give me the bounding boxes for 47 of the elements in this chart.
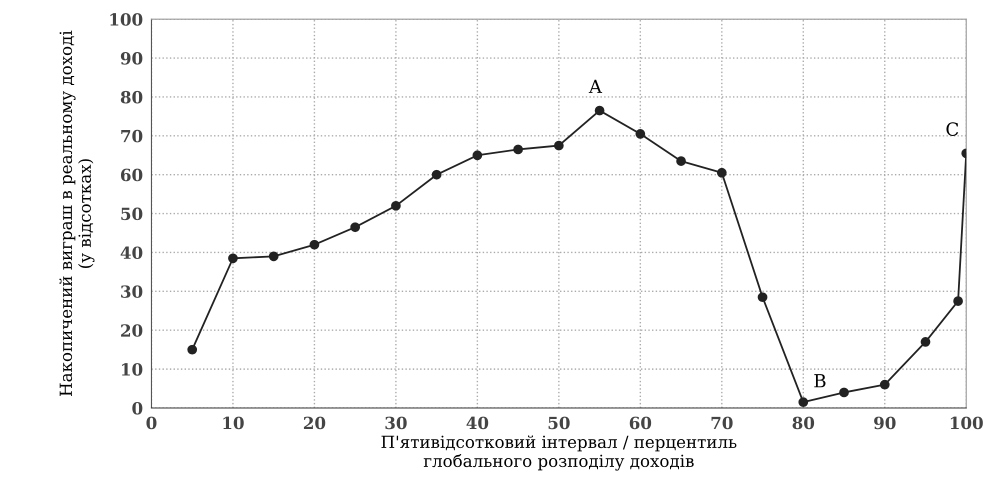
y-tick-label: 90 [120, 52, 142, 65]
x-tick-label: 90 [874, 416, 896, 430]
point [716, 168, 727, 178]
point [953, 296, 963, 306]
annotation: A [588, 80, 602, 93]
point [758, 292, 768, 302]
point [472, 150, 482, 160]
point [920, 337, 930, 347]
x-tick-label: 20 [304, 416, 326, 430]
x-tick-label: 50 [548, 416, 570, 430]
point [187, 344, 198, 355]
y-tick-label: 20 [121, 324, 142, 337]
x-tick-label: 10 [223, 416, 244, 430]
point [350, 222, 360, 232]
x-tick-label: 40 [466, 416, 488, 430]
x-tick-label: 70 [712, 416, 733, 430]
point [554, 140, 564, 150]
x-tick-label: 60 [630, 416, 652, 430]
point [798, 397, 808, 408]
annotation: C [946, 122, 958, 136]
x-tick-label: 30 [385, 416, 407, 430]
point [228, 253, 238, 264]
point [432, 170, 442, 180]
x-tick-label: 100 [950, 416, 983, 430]
point [391, 200, 401, 211]
point [310, 240, 320, 250]
y-tick-label: 10 [122, 363, 142, 376]
y-tick-label: 80 [120, 90, 142, 104]
y-tick-label: 50 [121, 208, 142, 220]
point [594, 106, 604, 116]
x-tick-label: 0 [146, 416, 156, 430]
y-tick-label: 0 [132, 402, 142, 415]
y-tick-label: 70 [121, 130, 142, 142]
x-tick-label: 80 [792, 416, 814, 430]
y-tick-label: 40 [120, 246, 142, 260]
annotation: B [814, 374, 826, 388]
point [635, 129, 646, 139]
point [676, 156, 686, 166]
point [880, 380, 890, 390]
point [513, 144, 523, 154]
y-axis-title: Накопичений виграш в реальному доході (у відсотках) [59, 30, 94, 396]
y-tick-label: 60 [120, 168, 142, 182]
y-tick-label: 100 [110, 13, 142, 26]
point [268, 252, 279, 262]
x-axis-title: П'ятивідсотковий інтервал / перцентиль глобального розподілу доходів [382, 435, 736, 471]
y-tick-label: 30 [121, 285, 142, 298]
point [839, 388, 849, 398]
